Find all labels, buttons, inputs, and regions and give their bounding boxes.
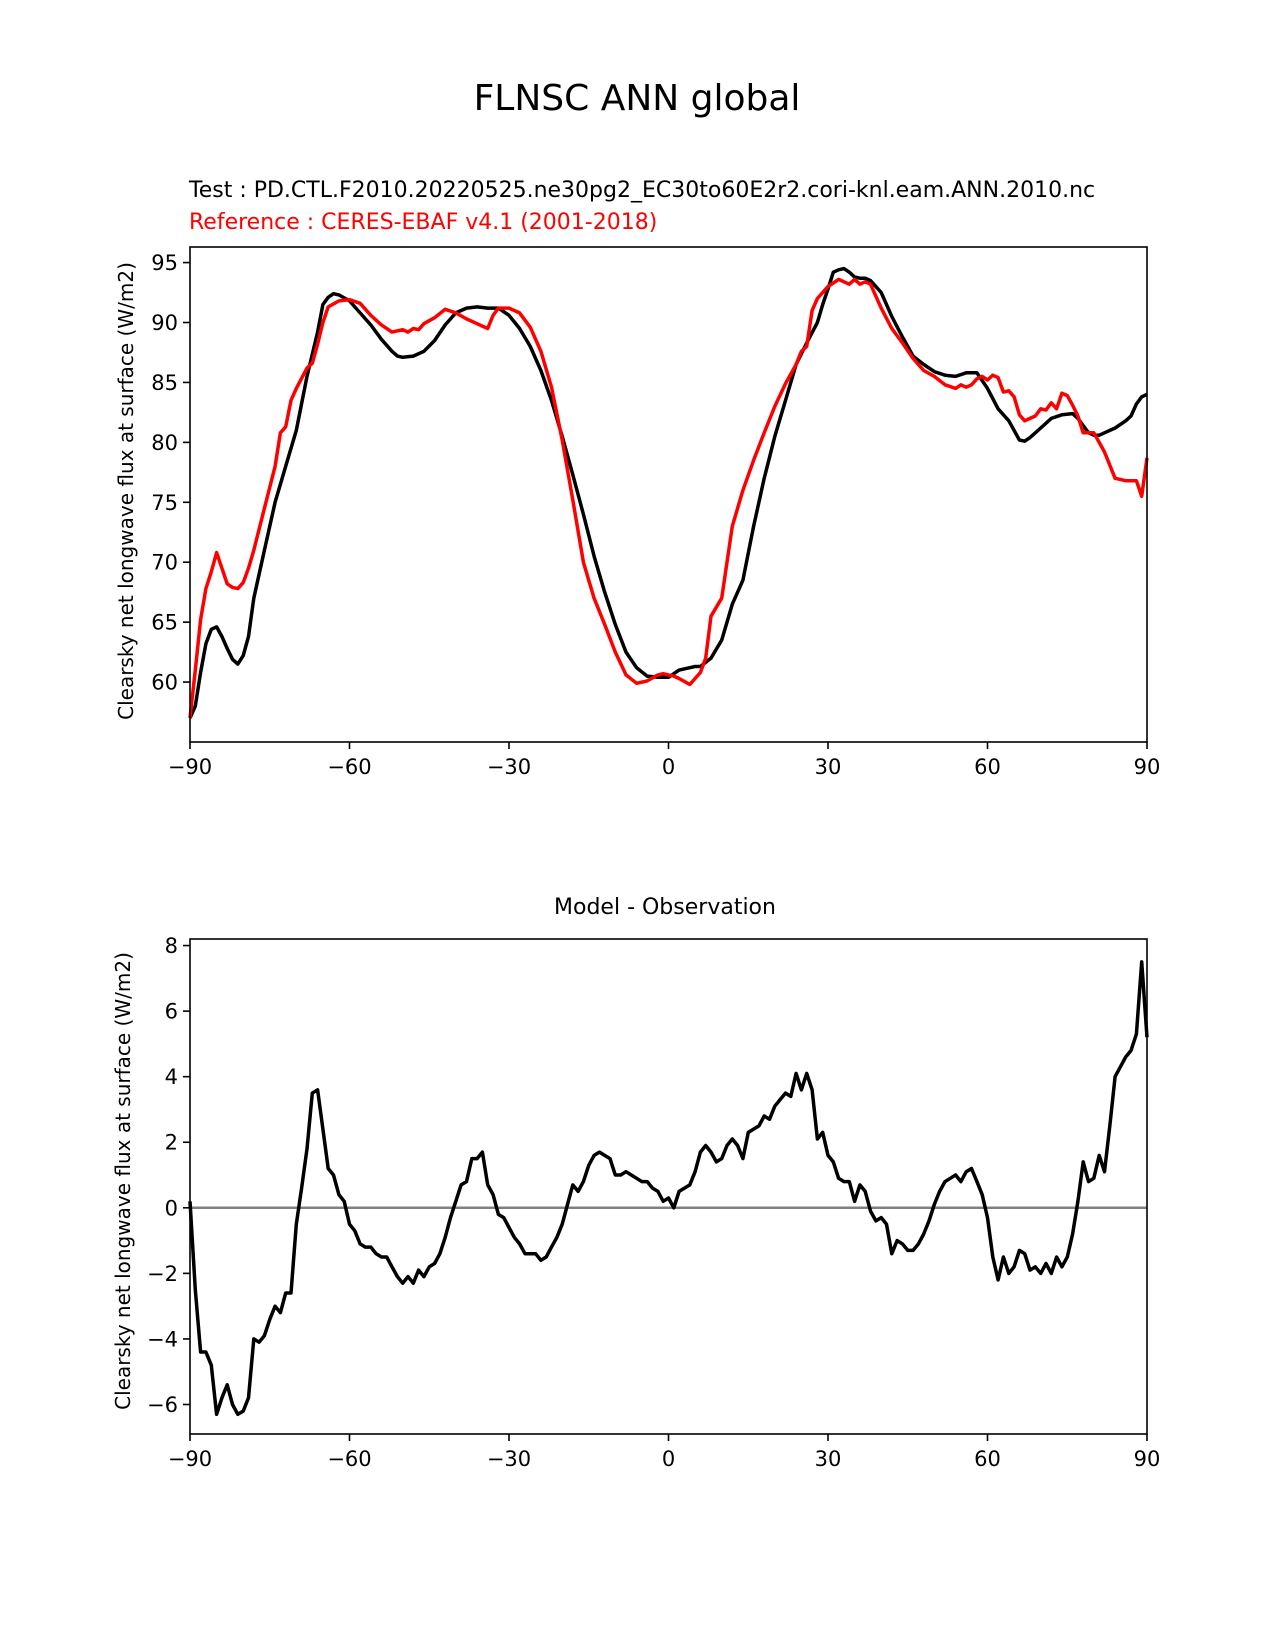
x-tick-label: 0 xyxy=(662,755,675,779)
figure-title: FLNSC ANN global xyxy=(474,78,801,119)
axes-frame xyxy=(189,246,1148,743)
test-subtitle: Test : PD.CTL.F2010.20220525.ne30pg2_EC3… xyxy=(188,178,1095,203)
y-tick-label: 65 xyxy=(151,611,178,635)
x-tick-label: 0 xyxy=(662,1447,675,1471)
reference-subtitle: Reference : CERES-EBAF v4.1 (2001-2018) xyxy=(189,210,657,235)
x-tick-label: −60 xyxy=(327,1447,371,1471)
x-tick-label: 60 xyxy=(974,755,1001,779)
series-line-test xyxy=(188,266,1148,719)
top-panel: Test : PD.CTL.F2010.20220525.ne30pg2_EC3… xyxy=(114,178,1160,779)
x-tick-label: 30 xyxy=(815,755,842,779)
series-line-model-observation xyxy=(188,960,1149,1417)
x-tick-label: 30 xyxy=(815,1447,842,1471)
y-tick-label: 0 xyxy=(165,1196,178,1220)
y-tick-label: 60 xyxy=(151,671,178,695)
y-tick-label: 80 xyxy=(151,431,178,455)
y-tick-label: 6 xyxy=(165,1000,178,1024)
x-tick-label: −90 xyxy=(168,755,212,779)
x-tick-label: 60 xyxy=(974,1447,1001,1471)
y-tick-label: 2 xyxy=(165,1131,178,1155)
y-tick-label: −2 xyxy=(147,1262,178,1286)
top-plot-area: −90 −60 −30 0 30 60 90 60 65 70 75 80 85 90 95 xyxy=(151,246,1161,779)
bottom-panel: Model - Observation Clearsky net longwav… xyxy=(111,895,1160,1471)
x-tick-label: 90 xyxy=(1134,1447,1161,1471)
x-tick-label: −90 xyxy=(168,1447,212,1471)
y-tick-label: −4 xyxy=(147,1327,178,1351)
y-tick-label: −6 xyxy=(147,1393,178,1417)
axes-frame xyxy=(189,938,1148,1435)
x-tick-label: −30 xyxy=(487,1447,531,1471)
y-tick-label: 75 xyxy=(151,491,178,515)
y-tick-label: 90 xyxy=(151,311,178,335)
y-tick-label: 4 xyxy=(165,1065,178,1089)
top-ylabel: Clearsky net longwave flux at surface (W… xyxy=(114,262,138,720)
y-tick-label: 70 xyxy=(151,551,178,575)
x-tick-label: −30 xyxy=(487,755,531,779)
bottom-ylabel: Clearsky net longwave flux at surface (W… xyxy=(111,952,135,1410)
y-tick-label: 8 xyxy=(165,934,178,958)
bottom-plot-area: −90 −60 −30 0 30 60 90 −6 −4 −2 0 2 4 6 8 xyxy=(147,934,1160,1471)
y-tick-label: 85 xyxy=(151,371,178,395)
y-tick-label: 95 xyxy=(151,251,178,275)
x-tick-label: 90 xyxy=(1134,755,1161,779)
bottom-title: Model - Observation xyxy=(554,895,776,920)
x-tick-label: −60 xyxy=(327,755,371,779)
series-line-reference xyxy=(188,277,1149,719)
